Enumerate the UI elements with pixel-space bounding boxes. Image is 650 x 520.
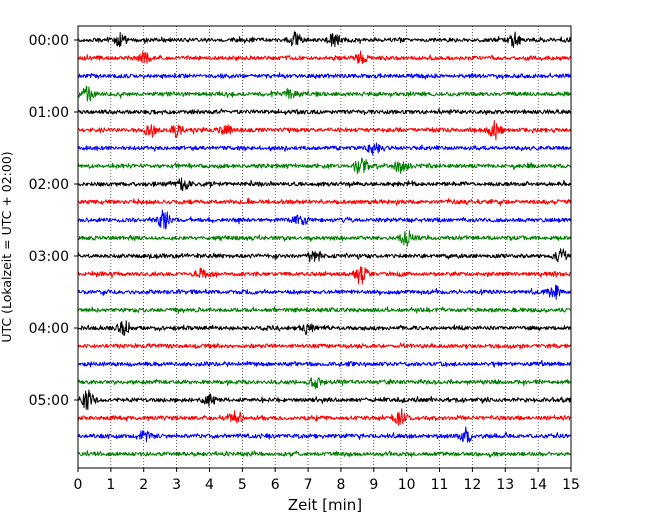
trace-line	[77, 342, 572, 350]
trace-line	[77, 72, 572, 80]
x-tick-label: 3	[172, 477, 181, 493]
trace-line	[77, 85, 572, 102]
x-tick-label: 10	[398, 477, 416, 493]
trace-line	[77, 426, 572, 443]
trace-line	[77, 359, 572, 368]
trace-line	[77, 142, 572, 156]
trace-line	[77, 284, 572, 300]
trace-line	[77, 408, 572, 426]
x-axis-label: Zeit [min]	[288, 496, 362, 514]
trace-line	[77, 50, 572, 65]
trace-line	[77, 157, 572, 175]
trace-line	[77, 209, 572, 230]
y-tick-label: 02:00	[29, 177, 69, 193]
x-tick-label: 0	[74, 477, 83, 493]
trace-line	[77, 197, 572, 207]
x-tick-label: 6	[271, 477, 280, 493]
x-tick-label: 11	[431, 477, 449, 493]
x-tick-label: 2	[139, 477, 148, 493]
trace-line	[77, 31, 572, 48]
x-tick-label: 7	[304, 477, 313, 493]
y-tick-label: 00:00	[29, 33, 69, 49]
x-tick-label: 12	[463, 477, 481, 493]
trace-line	[77, 306, 572, 315]
trace-line	[77, 320, 572, 336]
x-tick-label: 14	[529, 477, 547, 493]
trace-line	[77, 230, 572, 247]
y-tick-label: 04:00	[29, 321, 69, 337]
x-tick-label: 1	[106, 477, 115, 493]
trace-line	[77, 266, 572, 285]
y-axis-label: UTC (Lokalzeit = UTC + 02:00)	[0, 151, 14, 342]
x-tick-label: 13	[496, 477, 514, 493]
x-tick-label: 4	[205, 477, 214, 493]
traces	[77, 31, 572, 458]
trace-line	[77, 450, 572, 458]
trace-line	[77, 248, 572, 263]
trace-line	[77, 389, 572, 411]
trace-line	[77, 108, 572, 116]
x-tick-label: 8	[336, 477, 345, 493]
y-tick-label: 01:00	[29, 105, 69, 121]
trace-line	[77, 377, 572, 390]
y-tick-label: 05:00	[29, 393, 69, 409]
x-tick-label: 5	[238, 477, 247, 493]
trace-line	[77, 120, 572, 141]
x-axis-ticks: 0 1 2 3 4 5 6 7 8 9 10 11 12 13 14 15	[74, 468, 580, 493]
x-tick-label: 9	[369, 477, 378, 493]
y-tick-label: 03:00	[29, 249, 69, 265]
trace-line	[77, 177, 572, 192]
x-tick-label: 15	[562, 477, 580, 493]
y-axis-ticks: 00:00 01:00 02:00 03:00 04:00 05:00	[29, 33, 78, 409]
plot-frame	[77, 25, 572, 469]
